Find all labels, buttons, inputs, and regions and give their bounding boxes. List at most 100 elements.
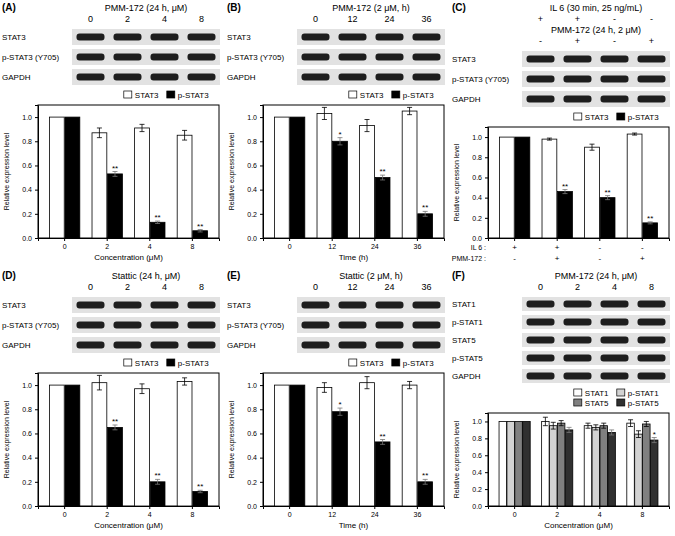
significance: ** [647, 214, 653, 223]
error-bar [182, 378, 187, 385]
tick-label: 36 [413, 243, 421, 250]
x-axis: 0248 [39, 238, 220, 250]
x-axis-title: Time (h) [339, 253, 369, 262]
x-tick: 2 [555, 506, 559, 518]
blot-header: PMM-172 (2 μM, h) [332, 3, 410, 13]
y-tick: 0.2 [247, 211, 263, 218]
y-tick: 0.4 [247, 454, 263, 461]
tick-label: 12 [328, 243, 336, 250]
bar [558, 192, 573, 238]
tick-label: 1.0 [22, 114, 32, 121]
blot-row-label: p-STAT3 (Y705) [227, 53, 284, 62]
bar [643, 424, 650, 506]
bar [135, 389, 150, 506]
tick-label: 0.4 [22, 454, 32, 461]
blot-band [151, 302, 179, 309]
tick-label: 4 [148, 511, 152, 518]
significance: * [338, 130, 341, 139]
blot-row-label: p-STAT5 [452, 354, 483, 363]
bar [418, 482, 433, 506]
x-tick: 8 [640, 506, 644, 518]
blot-background [522, 333, 670, 347]
error-bar [365, 377, 370, 389]
tick-label: 0.6 [472, 452, 482, 459]
blot-band [302, 34, 330, 41]
blot-row-label: p-STAT1 [452, 318, 483, 327]
blot-header: IL 6 (30 min, 25 ng/mL) [550, 3, 643, 13]
blot-band [114, 342, 142, 349]
significance: ** [197, 482, 203, 491]
bar [65, 385, 80, 506]
legend-swatch [574, 389, 582, 396]
y-axis-title: Relative expression level [453, 143, 461, 221]
y-tick: 1.0 [247, 382, 263, 389]
error-bar [337, 138, 342, 145]
bar [193, 491, 208, 506]
blot-row-label: STAT3 [2, 301, 26, 310]
significance: ** [604, 188, 610, 197]
lane-label: 4 [612, 282, 617, 292]
tick-label: 36 [413, 511, 421, 518]
plot-frame [488, 127, 669, 238]
blot-header: PMM-172 (24 h, μM) [555, 271, 638, 281]
bars [499, 133, 657, 238]
x-tick: 36 [413, 506, 421, 518]
y-tick: 0.6 [22, 162, 38, 169]
blot-band [77, 34, 105, 41]
y-axis: 0.00.20.40.60.81.0 [472, 414, 488, 510]
y-tick: 0.8 [472, 154, 488, 161]
legend-label: p-STAT3 [403, 359, 434, 368]
tick-label: 0.8 [247, 406, 257, 413]
error-bar [590, 144, 595, 150]
lane-label: 0 [88, 14, 93, 24]
blot-band [151, 322, 179, 329]
plot-frame [38, 373, 219, 506]
legend: STAT1p-STAT1STAT5p-STAT5 [574, 389, 659, 408]
error-bar [628, 420, 633, 427]
lane-label: - [613, 36, 616, 46]
lane-label: 24 [384, 14, 394, 24]
y-tick: 0.6 [472, 452, 488, 459]
bar [290, 117, 305, 238]
tick-label: 1.0 [247, 382, 257, 389]
legend-label: STAT3 [360, 91, 384, 100]
blot-band [527, 56, 555, 63]
y-axis-title: Relative expression level [3, 400, 11, 478]
bar [274, 117, 289, 238]
blot-band [188, 342, 216, 349]
panel-label: (D) [2, 270, 16, 281]
bars [274, 377, 432, 506]
y-tick: 0.4 [22, 454, 38, 461]
bar [523, 421, 530, 506]
blot-band [114, 322, 142, 329]
error-bar [140, 124, 145, 131]
panel: (E)Stattic (2 μM, h)0122436STAT3p-STAT3 … [227, 270, 445, 530]
blot-background [297, 29, 445, 45]
tick-label: 0.2 [472, 486, 482, 493]
tick-label: 2 [105, 511, 109, 518]
x-tick: 2 [105, 238, 109, 250]
significance: ** [154, 471, 160, 480]
error-bar [601, 423, 606, 428]
x-tick: 36 [413, 238, 421, 250]
blot-band [601, 76, 629, 83]
tick-label: 2 [555, 511, 559, 518]
tick-label: 12 [328, 511, 336, 518]
blot-band [114, 34, 142, 41]
y-tick: 0.4 [472, 469, 488, 476]
tick-label: 0.4 [247, 186, 257, 193]
blot-band [188, 54, 216, 61]
error-bar [407, 381, 412, 388]
blot-row-label: p-STAT3 (Y705) [452, 75, 509, 84]
lane-label: 0 [313, 14, 318, 24]
significance: ** [112, 164, 118, 173]
tick-label: 0.0 [247, 503, 257, 510]
legend-swatch [574, 399, 582, 406]
blot-band [527, 301, 555, 308]
bar [650, 440, 657, 506]
panel-label: (A) [2, 2, 16, 13]
tick-label: 0.8 [247, 138, 257, 145]
blot-row-label: p-STAT3 (Y705) [2, 321, 59, 330]
bar [592, 427, 599, 506]
x-axis-title: Time (h) [339, 521, 369, 530]
